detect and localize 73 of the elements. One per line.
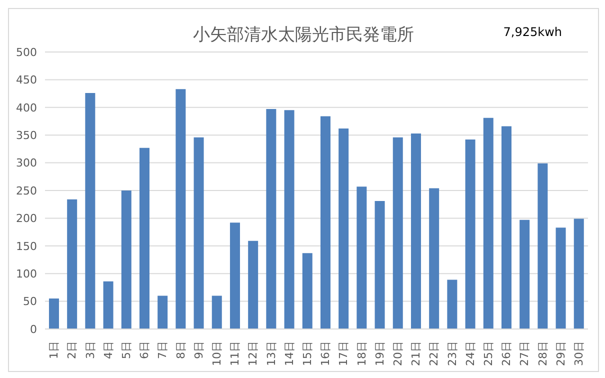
bar <box>538 163 548 329</box>
x-tick-label: 25日 <box>482 341 495 366</box>
bar <box>266 109 276 329</box>
bar <box>85 92 96 329</box>
y-tick-label: 200 <box>16 212 37 226</box>
bar <box>230 222 240 329</box>
bar <box>248 240 258 329</box>
x-tick-label: 19日 <box>373 341 386 366</box>
y-tick-label: 100 <box>16 268 37 281</box>
x-tick-label: 9日 <box>192 341 206 359</box>
bar <box>320 116 330 329</box>
bar <box>374 201 385 329</box>
x-tick-label: 2日 <box>66 341 79 359</box>
bar <box>121 190 132 329</box>
x-tick-label: 23日 <box>446 341 459 366</box>
y-tick-label: 450 <box>16 74 37 87</box>
bar <box>574 218 584 329</box>
bar <box>48 298 59 329</box>
y-tick-label: 250 <box>16 184 37 198</box>
x-tick-label: 13日 <box>264 341 278 366</box>
x-tick-label: 10日 <box>210 341 224 366</box>
x-tick-label: 22日 <box>428 341 441 366</box>
x-tick-label: 30日 <box>572 341 586 366</box>
x-tick-label: 12日 <box>246 341 260 366</box>
bar <box>501 126 512 329</box>
x-tick-label: 20日 <box>391 341 404 366</box>
y-tick-label: 300 <box>16 156 37 170</box>
x-tick-label: 11日 <box>228 341 242 366</box>
x-tick-label: 5日 <box>120 341 133 359</box>
y-tick-label: 400 <box>16 101 37 114</box>
bar <box>556 228 566 329</box>
y-tick-label: 50 <box>23 295 37 308</box>
x-tick-label: 29日 <box>554 341 568 366</box>
y-tick-label: 0 <box>30 322 37 336</box>
y-tick-label: 150 <box>16 240 37 253</box>
y-tick-label: 350 <box>16 129 37 142</box>
x-tick-label: 27日 <box>518 341 532 366</box>
bar <box>338 128 349 329</box>
x-tick-label: 7日 <box>156 341 170 359</box>
bar <box>429 188 440 329</box>
x-tick-label: 21日 <box>410 341 423 366</box>
bar <box>284 110 294 329</box>
x-tick-label: 17日 <box>337 341 350 366</box>
bar <box>176 89 186 329</box>
bar <box>139 148 150 329</box>
bar <box>194 137 204 329</box>
bar <box>392 137 403 329</box>
x-tick-label: 1日 <box>48 341 61 359</box>
x-tick-label: 14日 <box>282 341 296 366</box>
x-tick-label: 15日 <box>300 341 314 366</box>
bar <box>483 118 494 329</box>
bar <box>103 281 114 329</box>
x-tick-label: 3日 <box>84 341 97 359</box>
chart-title: 小矢部清水太陽光市民発電所 <box>193 25 414 45</box>
x-tick-label: 28日 <box>536 341 550 366</box>
x-tick-label: 18日 <box>355 341 368 366</box>
bar <box>158 296 168 329</box>
x-tick-label: 26日 <box>500 341 514 366</box>
bar <box>67 199 78 329</box>
x-tick-label: 4日 <box>102 341 115 359</box>
bar <box>410 133 421 329</box>
bar <box>212 296 222 329</box>
bar <box>447 280 458 329</box>
x-tick-label: 6日 <box>138 341 152 359</box>
bar <box>356 186 367 329</box>
bar <box>465 140 476 329</box>
x-tick-label: 8日 <box>174 341 188 359</box>
x-tick-label: 24日 <box>464 341 477 366</box>
bar <box>302 253 312 329</box>
text: 7,925kwh <box>503 25 562 39</box>
bar <box>520 220 530 329</box>
x-tick-label: 16日 <box>319 341 332 366</box>
y-tick-label: 500 <box>16 46 37 59</box>
